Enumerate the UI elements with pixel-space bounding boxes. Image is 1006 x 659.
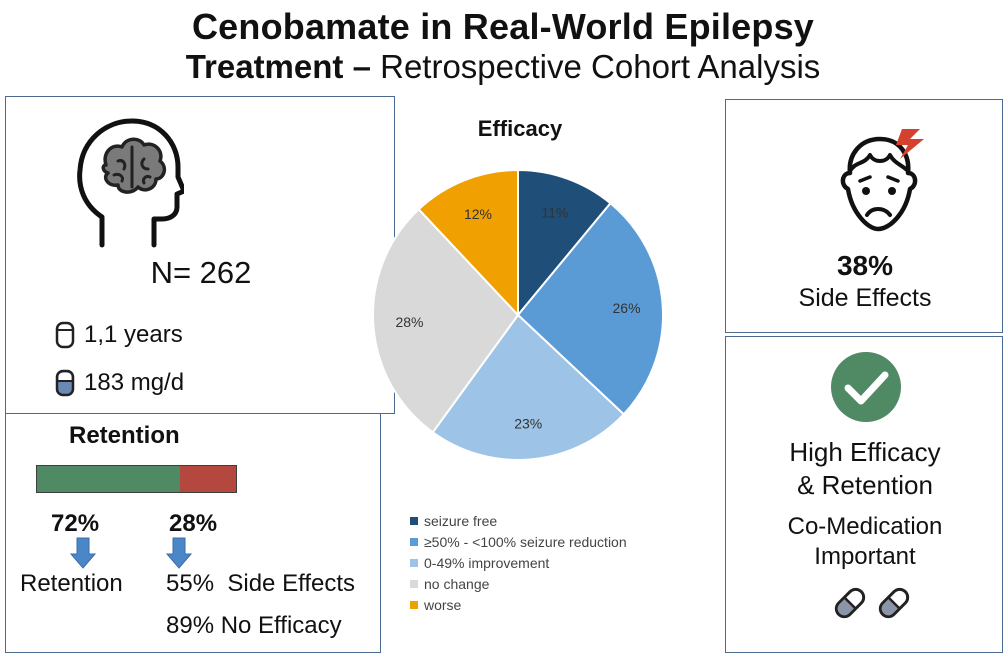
retained-percent: 72% xyxy=(51,510,100,537)
pie-slice-4 xyxy=(417,168,519,318)
checkmark-circle-icon xyxy=(831,352,901,422)
down-arrow-icon xyxy=(70,537,96,569)
mean-dose: 183 mg/d xyxy=(84,369,185,396)
page-title-line2: Treatment – Retrospective Cohort Analysi… xyxy=(0,48,1006,86)
down-arrow-icon xyxy=(166,537,192,569)
side-effects-percent: 38% xyxy=(836,250,894,281)
legend-swatch xyxy=(410,558,418,567)
pill-capsule-icon xyxy=(834,587,866,619)
legend-label: worse xyxy=(424,596,462,613)
pie-value-label-1: 26% xyxy=(613,300,641,316)
summary-comedication: Co-Medication xyxy=(787,513,943,540)
capsule-outline-icon xyxy=(55,321,75,349)
pie-value-label-3: 28% xyxy=(395,314,423,330)
legend-label: ≥50% - <100% seizure reduction xyxy=(424,533,627,550)
pie-slice-3 xyxy=(372,207,520,434)
side-effects-label: Side Effects xyxy=(798,284,932,312)
legend-label: 0-49% improvement xyxy=(424,554,550,571)
legend-swatch xyxy=(410,537,418,546)
cohort-size: N= 262 xyxy=(150,255,252,290)
pill-capsule-icon xyxy=(878,587,910,619)
discontinuation-no-efficacy: 89% No Efficacy xyxy=(166,612,342,639)
legend-item: worse xyxy=(410,594,627,615)
pie-slice-0 xyxy=(517,168,612,318)
title-regular-part: Retrospective Cohort Analysis xyxy=(370,48,821,85)
retention-panel: Retention 72% 28% Retention 55% Side Eff… xyxy=(5,413,381,653)
chart-legend: seizure free ≥50% - <100% seizure reducti… xyxy=(410,510,627,615)
cohort-panel: N= 262 1,1 years 183 mg/d xyxy=(5,96,395,414)
legend-item: seizure free xyxy=(410,510,627,531)
summary-important: Important xyxy=(814,543,916,570)
pie-value-label-4: 12% xyxy=(464,206,492,222)
summary-panel: High Efficacy & Retention Co-Medication … xyxy=(725,336,1003,653)
legend-swatch xyxy=(410,600,418,609)
pie-slice-1 xyxy=(516,201,664,416)
retention-bar-discontinued xyxy=(180,466,236,492)
legend-label: no change xyxy=(424,575,490,592)
efficacy-pie-chart: 11% 26% 23% 28% 12% xyxy=(372,168,664,461)
title-bold-part: Treatment – xyxy=(185,48,371,85)
summary-efficacy: High Efficacy xyxy=(789,437,941,467)
pie-slice-2 xyxy=(431,313,626,461)
pie-value-label-2: 23% xyxy=(514,415,542,431)
side-effects-panel: 38% Side Effects xyxy=(725,99,1003,333)
retention-title: Retention xyxy=(69,422,180,449)
retention-bar xyxy=(36,465,237,493)
treatment-duration: 1,1 years xyxy=(84,321,183,348)
legend-item: ≥50% - <100% seizure reduction xyxy=(410,531,627,552)
legend-item: 0-49% improvement xyxy=(410,552,627,573)
chart-title: Efficacy xyxy=(477,116,563,141)
legend-swatch xyxy=(410,579,418,588)
discontinued-percent: 28% xyxy=(169,510,218,537)
legend-label: seizure free xyxy=(424,512,498,529)
summary-retention: & Retention xyxy=(797,470,933,500)
pie-value-label-0: 11% xyxy=(541,205,568,221)
capsule-half-filled-icon xyxy=(55,369,75,397)
discontinuation-side-effects: 55% Side Effects xyxy=(166,570,355,597)
legend-item: no change xyxy=(410,573,627,594)
retention-caption: Retention xyxy=(20,570,123,597)
page-title-line1: Cenobamate in Real-World Epilepsy xyxy=(191,6,815,47)
head-with-brain-icon xyxy=(77,118,184,248)
retention-bar-retained xyxy=(37,466,181,492)
legend-swatch xyxy=(410,516,418,525)
headache-face-icon xyxy=(840,129,924,232)
